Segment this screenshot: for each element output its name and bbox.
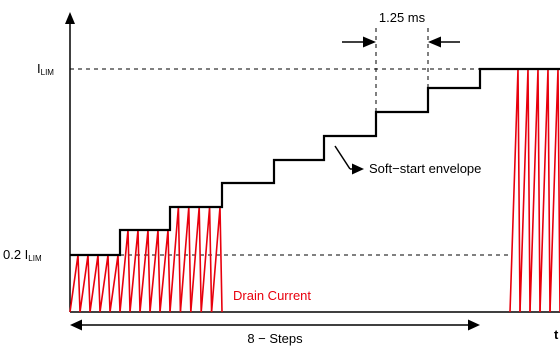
drain-current-pulse	[549, 68, 560, 313]
drain-current-pulse	[529, 68, 541, 313]
drain-current-pulse	[129, 229, 141, 313]
drain-current-pulse	[109, 254, 121, 313]
drain-current-pulse	[169, 206, 182, 313]
soft-start-envelope	[70, 67, 560, 257]
drain-current-pulse	[149, 229, 161, 313]
drain-current-pulse	[79, 254, 91, 313]
drain-current-pulse	[89, 254, 101, 313]
arrow-up-icon	[65, 12, 75, 24]
drain-current-label: Drain Current	[233, 288, 311, 303]
soft-start-envelope-label: Soft−start envelope	[369, 161, 481, 176]
ilim02-label: 0.2 ILIM	[3, 247, 42, 263]
drain-current-pulse	[210, 206, 223, 313]
arrow-right-icon	[334, 145, 364, 175]
drain-current-pulse	[119, 229, 131, 313]
drain-current-pulse	[539, 68, 551, 313]
drain-current-pulse	[159, 229, 171, 313]
drain-current-pulse	[200, 206, 213, 313]
drain-current-pulse	[99, 254, 111, 313]
steps-label: 8 − Steps	[247, 331, 303, 346]
drain-current-waveform	[69, 68, 560, 313]
drain-current-pulse	[179, 206, 192, 313]
drain-current-pulse	[139, 229, 151, 313]
time-axis-label: t	[554, 327, 559, 342]
ilim-label: ILIM	[37, 61, 54, 77]
drain-current-pulse	[509, 68, 521, 313]
arrows-inward-icon	[342, 36, 460, 48]
drain-current-pulse	[69, 254, 81, 313]
double-arrow-icon	[70, 319, 480, 331]
drain-current-pulse	[519, 68, 531, 313]
drain-current-pulse	[190, 206, 202, 313]
time-interval-label: 1.25 ms	[379, 10, 426, 25]
